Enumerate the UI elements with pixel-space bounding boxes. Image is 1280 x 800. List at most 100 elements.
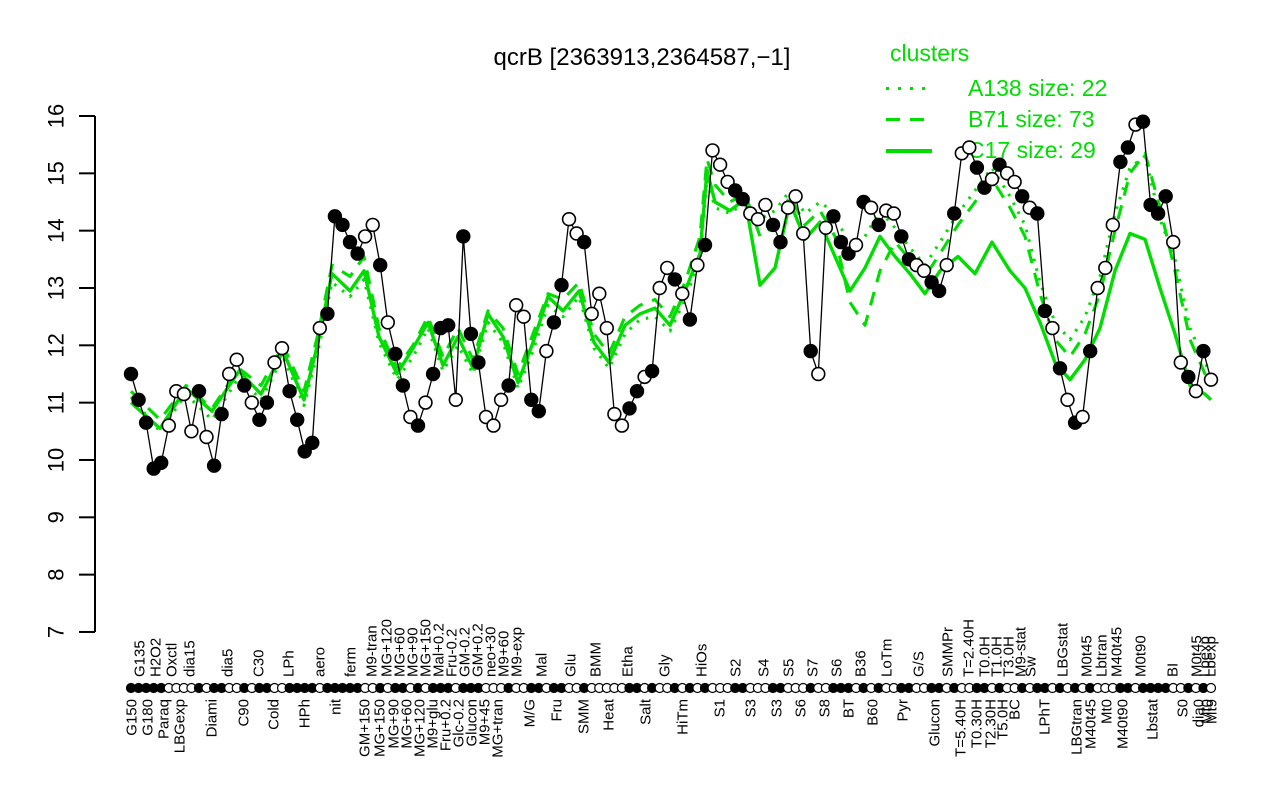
x-label-above: MG+120 xyxy=(378,619,395,677)
data-point xyxy=(561,212,577,227)
data-point xyxy=(1113,154,1128,170)
y-tick-label: 8 xyxy=(44,569,69,581)
data-point xyxy=(599,320,614,336)
data-point xyxy=(229,352,244,367)
legend-item-c17: C17 size: 29 xyxy=(886,135,1107,166)
y-tick-label: 12 xyxy=(44,333,69,357)
x-label-below: GM+150 xyxy=(356,699,373,757)
x-label-above: B36 xyxy=(852,650,869,677)
x-label-below: Fru xyxy=(548,699,565,722)
x-label-below: Heat xyxy=(600,698,617,731)
data-point xyxy=(531,404,546,419)
data-point xyxy=(682,312,698,327)
x-label-below: S8 xyxy=(816,699,833,717)
data-point xyxy=(244,395,260,410)
data-point xyxy=(788,189,803,204)
data-point xyxy=(758,197,773,213)
x-label-below: S3 xyxy=(742,699,759,717)
data-point xyxy=(614,418,630,433)
data-point xyxy=(1082,343,1098,359)
data-point xyxy=(886,206,901,221)
x-label-below: LPhT xyxy=(1036,699,1053,735)
data-point xyxy=(576,234,592,250)
x-label-below: M40t45 xyxy=(1082,699,1099,749)
x-label-below: T=5.40H xyxy=(952,699,969,757)
data-point xyxy=(463,326,479,342)
data-point xyxy=(335,217,350,233)
x-label-above: GM+0.2 xyxy=(469,623,486,677)
x-label-below: BC xyxy=(1006,699,1023,720)
x-label-below: MG+150 xyxy=(371,699,388,757)
x-label-above: Etha xyxy=(619,645,636,677)
data-point xyxy=(516,309,531,324)
data-point xyxy=(524,392,539,407)
data-point xyxy=(1014,189,1030,204)
data-point xyxy=(1173,355,1189,370)
data-point xyxy=(863,200,879,215)
x-label-below: MG+90 xyxy=(385,699,402,749)
data-point xyxy=(199,429,214,445)
solid-line-swatch xyxy=(886,148,932,153)
x-label-below: Mt9 xyxy=(1203,699,1220,724)
legend-item-label: B71 size: 73 xyxy=(968,106,1095,132)
x-label-above: MG+150 xyxy=(417,619,434,677)
data-point xyxy=(690,257,705,273)
x-label-above: T1.0H xyxy=(988,636,1005,677)
x-label-below: Mt0 xyxy=(1198,699,1215,724)
data-point xyxy=(1007,174,1022,190)
x-label-below: Glc-0.2 xyxy=(450,699,467,747)
x-label-below: dia0 xyxy=(1190,699,1207,727)
data-point xyxy=(131,392,146,407)
data-point xyxy=(138,415,154,430)
data-point xyxy=(395,378,411,393)
data-point xyxy=(320,306,335,321)
x-label-above: SMMPr xyxy=(939,627,956,677)
data-point xyxy=(282,384,297,399)
x-label-above: dia15 xyxy=(181,640,198,677)
x-label-above: Mal+0.2 xyxy=(430,623,447,677)
data-point xyxy=(184,424,199,439)
legend-item-label: A138 size: 22 xyxy=(968,75,1108,101)
x-label-above: GM-0.2 xyxy=(456,627,473,677)
data-point xyxy=(1150,206,1166,221)
data-point xyxy=(1181,369,1196,385)
x-label-below: T5.0H xyxy=(994,699,1011,740)
data-point xyxy=(365,217,380,233)
data-point xyxy=(305,435,320,450)
x-label-below: HPh xyxy=(296,699,313,728)
x-label-above: LBGstat xyxy=(1054,622,1071,677)
x-label-above: Lbexp xyxy=(1202,636,1219,677)
data-point xyxy=(486,418,501,433)
x-label-above: Lbtran xyxy=(1093,634,1110,677)
data-point xyxy=(1105,217,1121,233)
data-point xyxy=(939,257,954,273)
data-point xyxy=(176,386,192,402)
data-point xyxy=(931,283,947,299)
x-label-above: G/S xyxy=(910,651,927,677)
x-label-below: M9+glu xyxy=(424,699,441,749)
x-label-below: Paraq xyxy=(155,699,172,739)
x-label-below: B60 xyxy=(864,699,881,726)
data-point xyxy=(388,346,403,362)
data-point xyxy=(237,378,252,393)
data-point xyxy=(154,455,169,470)
data-point xyxy=(773,234,788,250)
data-point xyxy=(1075,409,1090,425)
x-label-below: Fru+0.2 xyxy=(437,699,454,751)
x-label-below: S6 xyxy=(792,699,809,717)
x-label-above: M0t90 xyxy=(1132,635,1149,677)
x-label-above: Gly xyxy=(656,654,673,677)
y-tick-label: 7 xyxy=(44,626,69,638)
data-point xyxy=(765,217,781,233)
legend-item-a138: A138 size: 22 xyxy=(886,73,1107,104)
data-point xyxy=(123,366,139,382)
data-point xyxy=(735,191,750,207)
data-point xyxy=(222,366,237,382)
data-point xyxy=(1158,189,1173,204)
x-label-below: HiTm xyxy=(674,699,691,735)
data-point xyxy=(652,280,667,296)
y-tick-label: 16 xyxy=(44,104,69,128)
x-label-below: Cold xyxy=(265,699,282,730)
data-point xyxy=(1090,280,1105,296)
